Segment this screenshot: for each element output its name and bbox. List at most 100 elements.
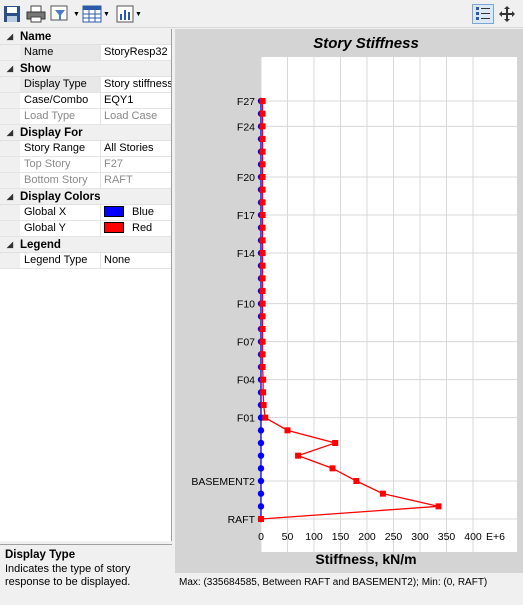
y-tick-label: F27 xyxy=(237,96,255,108)
collapse-icon[interactable]: ◢ xyxy=(6,32,14,41)
data-point xyxy=(260,389,267,396)
data-point xyxy=(259,136,266,142)
category-legend[interactable]: ◢ Legend xyxy=(0,237,171,253)
data-point xyxy=(257,452,265,459)
y-tick-label: BASEMENT2 xyxy=(191,476,255,488)
move-button[interactable] xyxy=(498,4,516,24)
data-point xyxy=(259,212,266,218)
grid xyxy=(260,57,517,552)
property-value[interactable]: Story stiffness xyxy=(104,78,171,90)
property-value[interactable]: EQY1 xyxy=(104,94,134,106)
y-tick-label: RAFT xyxy=(228,514,256,526)
color-swatch-blue[interactable] xyxy=(104,206,124,217)
data-point xyxy=(259,364,266,370)
y-tick-label: F14 xyxy=(237,248,255,260)
data-point xyxy=(259,262,266,269)
data-point xyxy=(259,186,266,193)
table-button[interactable]: ▼ xyxy=(82,4,110,24)
data-point xyxy=(259,199,266,206)
category-label: Display Colors xyxy=(20,190,101,203)
collapse-icon[interactable]: ◢ xyxy=(6,128,14,137)
property-row-bottom-story: Bottom Story RAFT xyxy=(0,173,171,189)
data-point xyxy=(260,402,267,408)
y-tick-label: F07 xyxy=(237,337,255,349)
property-row-story-range[interactable]: Story Range All Stories xyxy=(0,141,171,157)
filter-button[interactable]: ▼ xyxy=(50,4,80,24)
data-point xyxy=(259,275,266,282)
status-bar: Max: (335684585, Between RAFT and BASEME… xyxy=(175,573,523,605)
color-label: Blue xyxy=(132,206,155,218)
property-row-legend-type[interactable]: Legend Type None xyxy=(0,253,171,269)
data-point xyxy=(259,326,266,332)
property-row-top-story: Top Story F27 xyxy=(0,157,171,173)
save-button[interactable] xyxy=(3,4,21,24)
category-name[interactable]: ◢ Name xyxy=(0,29,171,45)
category-label: Show xyxy=(20,62,51,75)
data-point xyxy=(353,478,360,484)
property-value[interactable]: None xyxy=(104,254,131,266)
category-label: Name xyxy=(20,30,52,43)
chart-icon xyxy=(116,5,134,23)
property-value: F27 xyxy=(104,158,123,170)
chevron-down-icon: ▼ xyxy=(135,10,142,18)
print-icon xyxy=(26,5,46,23)
filter-icon xyxy=(50,5,68,21)
print-button[interactable] xyxy=(26,4,46,24)
property-key: Global X xyxy=(20,205,101,220)
data-point xyxy=(259,224,266,231)
toolbar: ▼ ▼ ▼ xyxy=(0,0,523,28)
data-point xyxy=(259,161,266,168)
data-point xyxy=(259,123,266,130)
property-row-case-combo[interactable]: Case/Combo EQY1 xyxy=(0,93,171,109)
chart-panel: Story Stiffness 0 50 100 150 200 250 300 350 400… xyxy=(175,29,523,573)
property-value[interactable]: StoryResp32 xyxy=(104,46,168,58)
table-icon xyxy=(82,5,102,23)
data-point xyxy=(329,465,336,472)
category-show[interactable]: ◢ Show xyxy=(0,61,171,77)
collapse-icon[interactable]: ◢ xyxy=(6,64,14,73)
property-value[interactable]: All Stories xyxy=(104,142,154,154)
property-key: Legend Type xyxy=(20,253,101,268)
property-value[interactable]: Red xyxy=(101,221,171,236)
data-point xyxy=(435,503,442,510)
property-key: Name xyxy=(20,45,101,60)
data-point xyxy=(259,300,266,307)
property-row-display-type[interactable]: Display Type Story stiffness xyxy=(0,77,171,93)
series xyxy=(257,97,442,523)
property-row-name[interactable]: Name StoryResp32 xyxy=(0,45,171,61)
data-point xyxy=(257,490,265,497)
series-line-global-y xyxy=(260,101,439,520)
x-tick-label: 400 xyxy=(464,531,482,543)
list-view-button[interactable] xyxy=(472,4,494,24)
x-axis-label: Stiffness, kN/m xyxy=(315,551,416,567)
help-description: Indicates the type of story response to … xyxy=(5,563,131,588)
data-point xyxy=(259,250,266,256)
data-point xyxy=(259,351,266,358)
data-point xyxy=(259,313,266,320)
property-row-global-y[interactable]: Global Y Red xyxy=(0,221,171,237)
category-display-colors[interactable]: ◢ Display Colors xyxy=(0,189,171,205)
collapse-icon[interactable]: ◢ xyxy=(6,192,14,201)
property-key: Load Type xyxy=(20,109,101,124)
y-tick-label: F24 xyxy=(237,121,255,133)
property-value[interactable]: Blue xyxy=(101,205,171,220)
x-multiplier: E+6 xyxy=(486,531,505,543)
category-label: Legend xyxy=(20,238,61,251)
category-display-for[interactable]: ◢ Display For xyxy=(0,125,171,141)
property-key: Global Y xyxy=(20,221,101,236)
data-point xyxy=(257,439,265,447)
collapse-icon[interactable]: ◢ xyxy=(6,240,14,249)
x-tick-labels: 0 50 100 150 200 250 300 350 400 xyxy=(258,531,482,543)
data-point xyxy=(295,452,302,459)
property-value: RAFT xyxy=(104,174,133,186)
story-stiffness-chart: Story Stiffness 0 50 100 150 200 250 300 350 400… xyxy=(191,35,517,567)
data-point xyxy=(257,427,265,434)
chart-button[interactable]: ▼ xyxy=(116,4,142,24)
chevron-down-icon: ▼ xyxy=(73,10,80,18)
data-point xyxy=(258,516,264,522)
property-row-global-x[interactable]: Global X Blue xyxy=(0,205,171,221)
data-point xyxy=(257,477,265,485)
color-swatch-red[interactable] xyxy=(104,222,124,233)
data-point xyxy=(332,440,339,446)
color-label: Red xyxy=(132,222,153,234)
